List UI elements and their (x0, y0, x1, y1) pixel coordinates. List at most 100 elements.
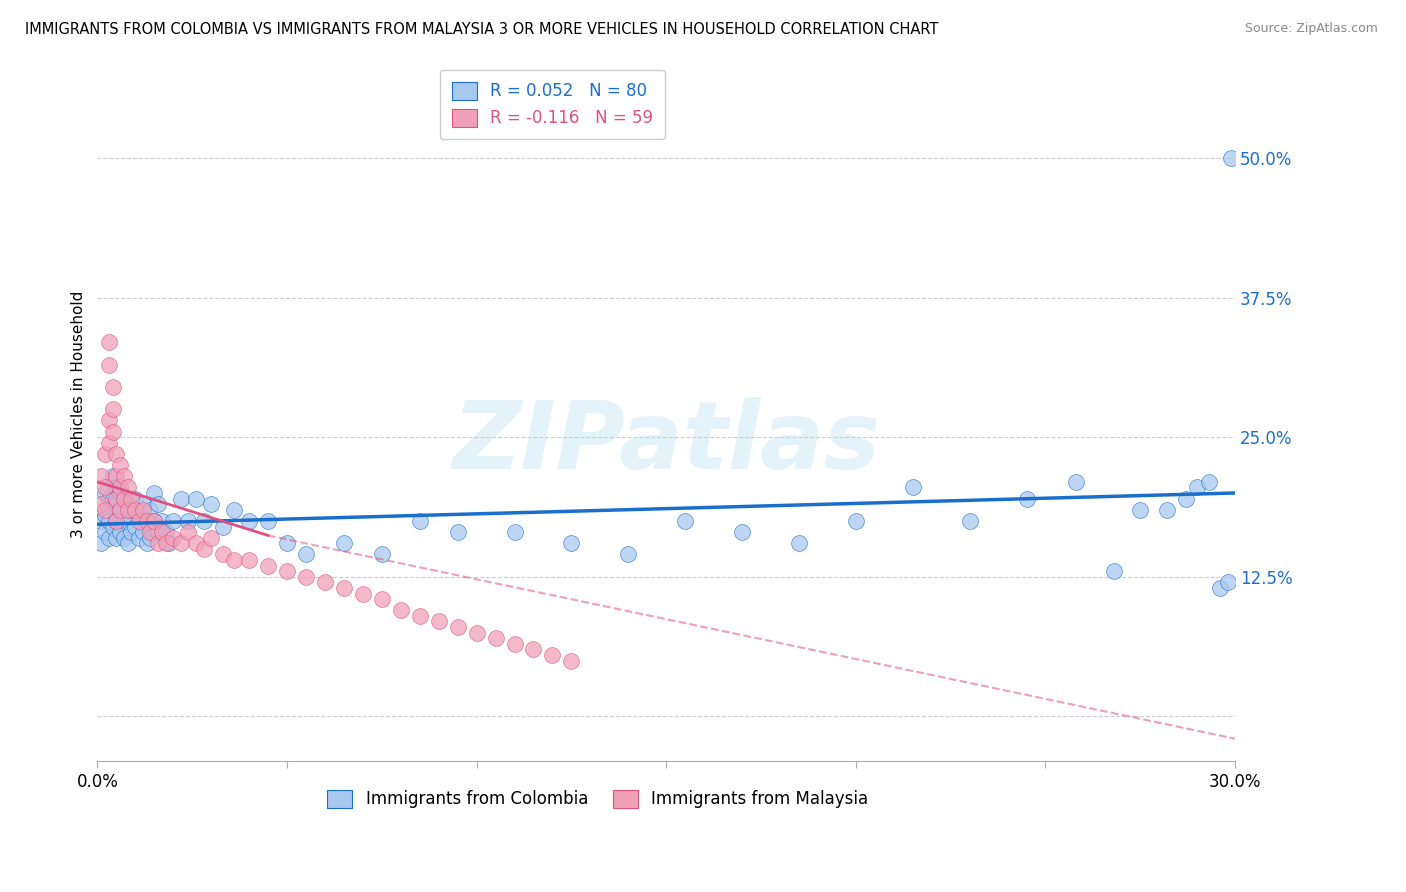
Point (108, 502, 131, 516)
Point (124, 519, 146, 533)
Point (184, 536, 207, 550)
Point (465, 625, 488, 640)
Legend: Immigrants from Colombia, Immigrants from Malaysia: Immigrants from Colombia, Immigrants fro… (321, 783, 875, 815)
Point (97, 502, 120, 516)
Point (112, 491, 135, 506)
Point (143, 486, 166, 500)
Point (105, 480, 128, 494)
Point (101, 519, 124, 533)
Point (1129, 502, 1152, 516)
Point (522, 642, 544, 657)
Point (139, 525, 162, 540)
Point (170, 536, 193, 550)
Point (135, 514, 157, 528)
Point (94, 502, 117, 516)
Point (155, 536, 177, 550)
Point (673, 514, 696, 528)
Point (1064, 475, 1087, 489)
Point (121, 502, 143, 516)
Point (97, 435, 120, 450)
Point (101, 491, 124, 506)
Point (1209, 581, 1232, 595)
Text: IMMIGRANTS FROM COLOMBIA VS IMMIGRANTS FROM MALAYSIA 3 OR MORE VEHICLES IN HOUSE: IMMIGRANTS FROM COLOMBIA VS IMMIGRANTS F… (25, 22, 939, 37)
Point (97, 514, 120, 528)
Point (560, 654, 582, 668)
Point (1216, 575, 1239, 590)
Point (146, 497, 169, 511)
Point (112, 491, 135, 506)
Point (117, 502, 139, 516)
Point (503, 525, 526, 540)
Point (97, 491, 120, 506)
Point (105, 514, 128, 528)
Point (97, 335, 120, 350)
Point (94, 525, 117, 540)
Point (427, 615, 450, 629)
Point (1102, 564, 1125, 578)
Point (94, 480, 117, 494)
Point (139, 502, 162, 516)
Point (211, 548, 233, 562)
Point (409, 514, 432, 528)
Point (409, 608, 432, 623)
Point (959, 514, 981, 528)
Point (1174, 491, 1197, 506)
Point (105, 469, 128, 483)
Point (295, 570, 318, 584)
Point (371, 548, 394, 562)
Point (90, 497, 112, 511)
Point (135, 536, 157, 550)
Point (314, 575, 336, 590)
Point (94, 508, 117, 523)
Point (155, 525, 177, 540)
Point (128, 514, 150, 528)
Point (108, 502, 131, 516)
Text: Source: ZipAtlas.com: Source: ZipAtlas.com (1244, 22, 1378, 36)
Point (97, 358, 120, 372)
Point (1220, 151, 1243, 165)
Point (90, 514, 112, 528)
Point (105, 497, 128, 511)
Point (162, 531, 184, 545)
Point (135, 514, 157, 528)
Point (112, 469, 135, 483)
Point (132, 525, 155, 540)
Point (352, 586, 374, 600)
Point (211, 519, 233, 533)
Point (90, 536, 112, 550)
Point (105, 531, 128, 545)
Point (446, 620, 468, 634)
Point (1156, 502, 1178, 516)
Point (901, 480, 924, 494)
Point (128, 531, 150, 545)
Point (162, 514, 184, 528)
Point (1015, 491, 1038, 506)
Point (101, 469, 124, 483)
Point (333, 536, 356, 550)
Point (105, 447, 128, 461)
Point (177, 525, 200, 540)
Point (200, 531, 222, 545)
Point (389, 603, 412, 617)
Point (560, 536, 582, 550)
Point (484, 631, 506, 645)
Point (139, 531, 162, 545)
Point (177, 514, 200, 528)
Point (238, 553, 260, 567)
Point (184, 491, 207, 506)
Point (222, 553, 245, 567)
Point (146, 536, 169, 550)
Point (143, 514, 166, 528)
Point (90, 469, 112, 483)
Point (446, 525, 468, 540)
Point (108, 525, 131, 540)
Point (124, 491, 146, 506)
Point (117, 480, 139, 494)
Point (170, 491, 193, 506)
Point (257, 558, 280, 573)
Point (150, 525, 173, 540)
Point (132, 497, 155, 511)
Point (108, 458, 131, 472)
Point (371, 592, 394, 607)
Point (101, 402, 124, 417)
